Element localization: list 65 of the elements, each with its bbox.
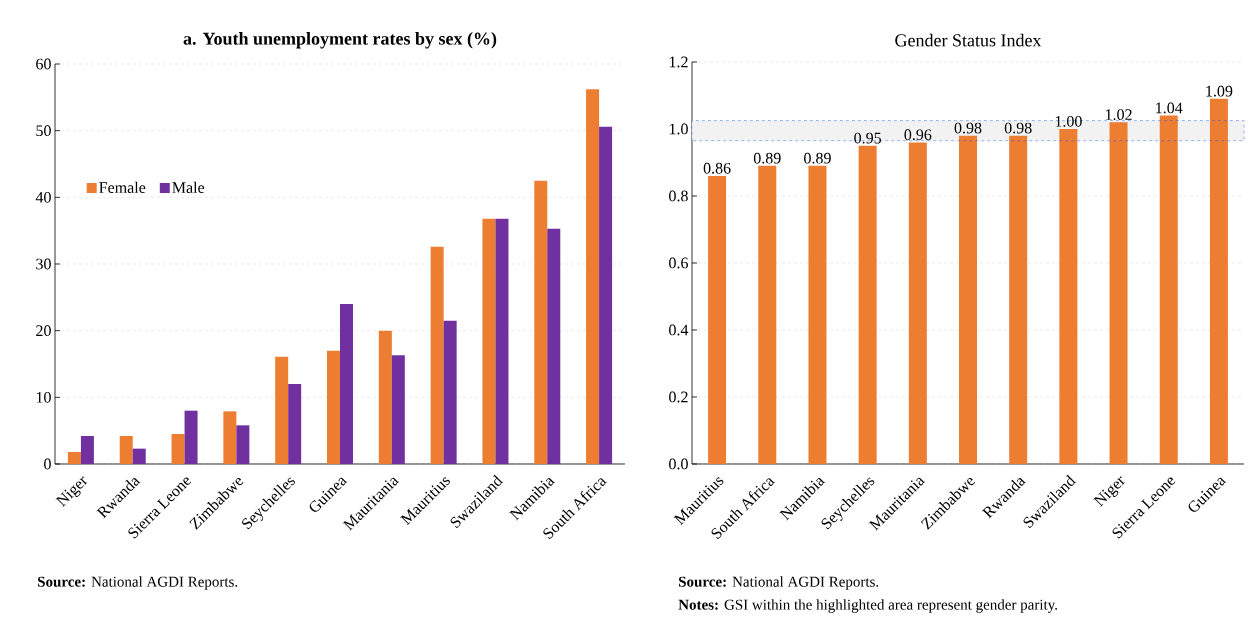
bar <box>1109 122 1128 464</box>
bar <box>80 436 94 464</box>
y-tick-label: 30 <box>36 258 51 270</box>
data-label: 0.96 <box>904 129 932 141</box>
bar <box>1159 115 1178 464</box>
y-tick-label: 0.8 <box>669 190 688 202</box>
y-tick-label: 0 <box>44 458 51 470</box>
chart-title: a. Youth unemployment rates by sex (%) <box>183 32 497 49</box>
text: Notes: GSI within the highlighted area represent gender parity. <box>678 599 1058 613</box>
data-label: 0.95 <box>854 132 882 144</box>
y-tick-label: 50 <box>36 125 51 137</box>
bar <box>327 350 341 464</box>
bar <box>908 142 927 464</box>
data-label: 0.89 <box>753 152 781 164</box>
bar <box>858 145 877 464</box>
bar <box>959 135 978 464</box>
y-tick-label: 20 <box>36 325 51 337</box>
bar <box>599 126 613 464</box>
bar <box>223 411 237 464</box>
y-tick-label: 0.4 <box>669 324 689 336</box>
data-label: 0.89 <box>804 152 831 164</box>
data-label: 0.86 <box>703 162 731 174</box>
bar <box>547 228 561 464</box>
data-label: 0.98 <box>1004 122 1032 134</box>
bar <box>184 410 198 464</box>
bar <box>67 452 81 464</box>
legend-label: Male <box>172 181 205 193</box>
y-tick-label: 60 <box>36 58 51 70</box>
chart-title: Gender Status Index <box>895 33 1042 47</box>
data-label: 1.02 <box>1105 109 1132 121</box>
legend-label: Female <box>99 181 146 193</box>
bar <box>808 165 827 464</box>
text: Source: National AGDI Reports. <box>38 576 238 590</box>
bar <box>708 175 727 464</box>
bar <box>288 384 302 464</box>
bar <box>443 320 457 464</box>
bar <box>171 434 185 464</box>
bar <box>1059 128 1078 464</box>
data-label: 1.04 <box>1156 102 1183 114</box>
bar <box>1209 98 1228 464</box>
y-tick-label: 1.2 <box>669 56 688 68</box>
y-tick-label: 10 <box>36 391 51 403</box>
bar <box>586 89 600 464</box>
bar <box>391 355 405 464</box>
y-tick-label: 40 <box>35 191 51 203</box>
bar <box>495 218 509 464</box>
bar <box>340 304 353 464</box>
bar <box>275 356 289 464</box>
bar <box>236 425 250 464</box>
bar <box>430 246 444 464</box>
bar <box>758 165 777 464</box>
text: Source: National AGDI Reports. <box>679 576 879 590</box>
bar <box>132 448 146 464</box>
bar <box>378 330 392 464</box>
bar <box>119 436 133 464</box>
bar <box>482 218 496 464</box>
data-label: 1.09 <box>1206 85 1233 97</box>
y-tick-label: 0.6 <box>669 257 689 269</box>
y-tick-label: 0.2 <box>669 391 688 403</box>
bar <box>534 180 548 464</box>
data-label: 0.98 <box>954 122 982 134</box>
y-tick-label: 1.0 <box>669 123 688 135</box>
y-tick-label: 0.0 <box>669 458 688 470</box>
data-label: 1.00 <box>1055 115 1082 127</box>
bar <box>1009 135 1028 464</box>
